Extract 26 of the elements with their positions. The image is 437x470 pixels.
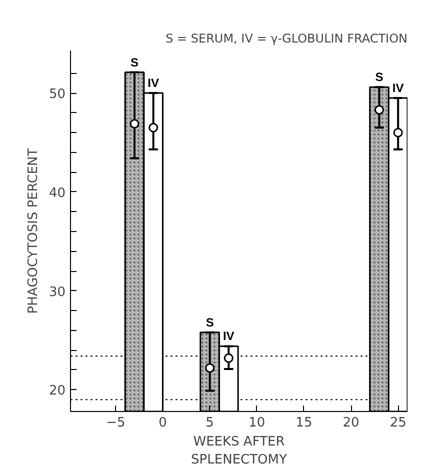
x-tick-label: 5 [206, 416, 214, 430]
x-tick-label: 20 [342, 416, 360, 430]
series-label: S [130, 55, 139, 70]
point [130, 118, 140, 128]
chart-title: S = SERUM, IV = γ-GLOBULIN FRACTION [166, 32, 408, 46]
x-axis-title: WEEKS AFTER SPLENECTOMY [191, 434, 288, 468]
point [224, 353, 234, 363]
text: IV [222, 329, 234, 344]
y-axis-title: PHAGOCYTOSIS PERCENT [26, 148, 41, 314]
x-tick-label: 0 [158, 416, 167, 430]
series-label: IV [148, 76, 160, 90]
point [374, 105, 384, 115]
text: S [206, 315, 214, 330]
y-tick-label: 40 [48, 186, 66, 201]
y-tick-label: 50 [48, 87, 66, 102]
point [205, 363, 215, 373]
x-tick-label: 15 [296, 416, 312, 430]
x-tick-label: 10 [248, 416, 266, 430]
text: S [375, 70, 384, 84]
y-tick-label: 30 [48, 284, 66, 300]
x-tick-label: 25 [390, 416, 406, 430]
point [148, 122, 158, 132]
text: IV [392, 80, 404, 95]
y-tick-label: 20 [48, 384, 66, 399]
x-tick-label: −5 [106, 416, 126, 430]
point [393, 128, 403, 138]
